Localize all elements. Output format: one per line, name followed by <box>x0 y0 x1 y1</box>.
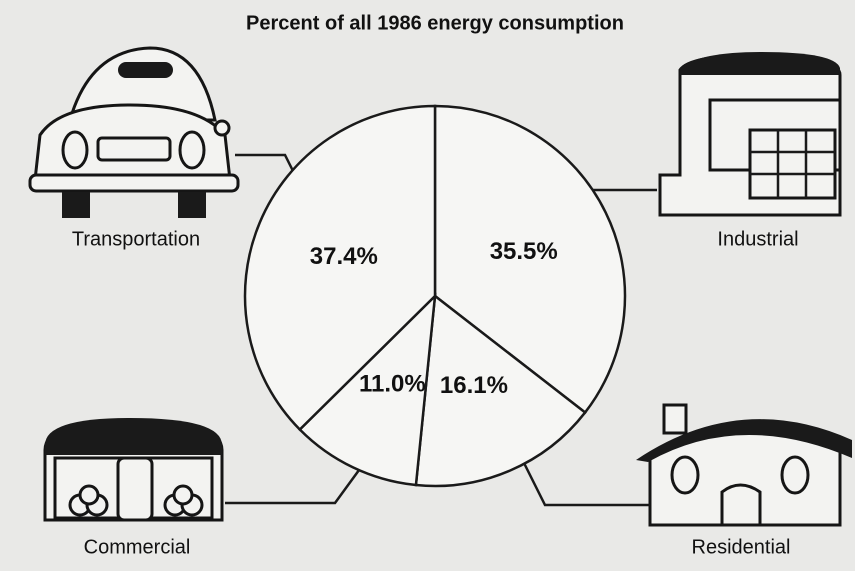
chart: Percent of all 1986 energy consumption <box>0 0 855 571</box>
commercial-icon <box>45 418 222 520</box>
category-label: Transportation <box>72 228 200 250</box>
factory-icon <box>660 52 840 215</box>
value-label: 11.0% <box>359 370 426 397</box>
category-label: Commercial <box>84 536 191 558</box>
category-label: Industrial <box>717 228 798 250</box>
category-label: Residential <box>692 536 791 558</box>
value-label: 37.4% <box>310 243 378 270</box>
chart-title: Percent of all 1986 energy consumption <box>246 12 624 34</box>
value-label: 16.1% <box>440 372 508 399</box>
pie: 35.5% 16.1% 11.0% 37.4% <box>245 106 625 486</box>
value-label: 35.5% <box>490 238 558 265</box>
